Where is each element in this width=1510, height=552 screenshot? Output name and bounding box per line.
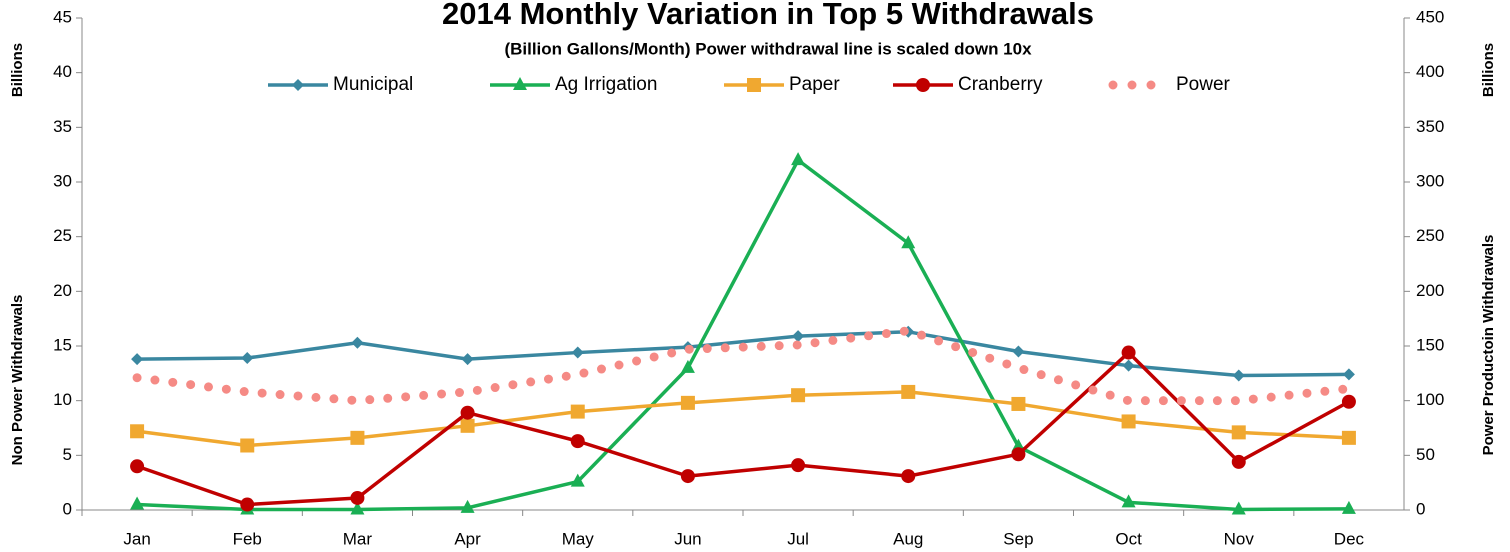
point (1341, 500, 1356, 514)
y-axis-label: Non Power Withdrawals (9, 295, 26, 466)
point (570, 404, 585, 419)
x-tick-label: Sep (1003, 529, 1033, 548)
point (240, 497, 255, 512)
point (570, 473, 585, 487)
y-tick-label: 45 (53, 7, 72, 26)
point (680, 469, 695, 484)
point (241, 352, 254, 365)
point (680, 395, 695, 410)
y-tick-label: 5 (63, 445, 72, 464)
legend-marker (747, 78, 761, 92)
y-tick-label: 20 (53, 281, 72, 300)
point (1121, 345, 1136, 360)
point (1231, 425, 1246, 440)
x-tick-label: Apr (454, 529, 481, 548)
point (240, 438, 255, 453)
point (460, 418, 475, 433)
x-tick-label: May (562, 529, 595, 548)
y2-tick-label: 250 (1416, 226, 1444, 245)
y2-tick-label: 50 (1416, 445, 1435, 464)
point (460, 499, 475, 513)
point (1231, 501, 1246, 515)
x-tick-label: Nov (1224, 529, 1255, 548)
x-tick-label: Jan (123, 529, 150, 548)
x-tick-label: Mar (343, 529, 373, 548)
y2-axis-label: Power Productoin Withdrawals (1480, 235, 1497, 456)
y-tick-label: 15 (53, 335, 72, 354)
legend-label: Municipal (333, 74, 413, 95)
dotted-line (132, 326, 1354, 406)
y2-tick-label: 400 (1416, 62, 1444, 81)
y2-tick-label: 450 (1416, 7, 1444, 26)
point (350, 430, 365, 445)
point (460, 405, 475, 420)
x-tick-label: Jun (674, 529, 701, 548)
point (130, 424, 145, 439)
y-tick-label: 30 (53, 171, 72, 190)
series-line (135, 390, 1351, 448)
y-axis-unit: Billions (9, 43, 26, 97)
legend-label: Paper (789, 74, 840, 95)
x-tick-label: Oct (1115, 529, 1142, 548)
y-tick-label: 10 (53, 390, 72, 409)
point (1121, 494, 1136, 508)
point (1121, 414, 1136, 429)
point (130, 459, 145, 474)
x-tick-label: Aug (893, 529, 923, 548)
point (1341, 394, 1356, 409)
point (1231, 454, 1246, 469)
chart-title: 2014 Monthly Variation in Top 5 Withdraw… (442, 0, 1094, 31)
x-tick-label: Feb (233, 529, 262, 548)
point (130, 496, 145, 510)
point (351, 336, 364, 349)
legend-label: Cranberry (958, 74, 1043, 95)
point (791, 458, 806, 473)
y2-tick-label: 100 (1416, 390, 1444, 409)
x-tick-label: Dec (1334, 529, 1365, 548)
point (1122, 359, 1135, 372)
point (350, 490, 365, 505)
y-tick-label: 0 (63, 499, 72, 518)
y2-tick-label: 200 (1416, 281, 1444, 300)
series-line (135, 350, 1351, 507)
point (570, 434, 585, 449)
point (901, 469, 916, 484)
point (1341, 430, 1356, 445)
legend-marker (916, 78, 930, 92)
point (1011, 396, 1026, 411)
point (901, 235, 916, 249)
point (680, 359, 695, 373)
point (1342, 368, 1355, 381)
y2-axis-unit: Billions (1480, 43, 1497, 97)
point (1012, 345, 1025, 358)
point (131, 353, 144, 366)
legend-label: Ag Irrigation (555, 74, 657, 95)
chart-subtitle: (Billion Gallons/Month) Power withdrawal… (504, 39, 1032, 58)
y-tick-label: 35 (53, 117, 72, 136)
point (571, 346, 584, 359)
y-tick-label: 25 (53, 226, 72, 245)
point (1011, 447, 1026, 462)
legend-label: Power (1176, 74, 1231, 95)
point (461, 353, 474, 366)
series-line (135, 330, 1351, 378)
y2-tick-label: 150 (1416, 335, 1444, 354)
point (350, 501, 365, 515)
series-line (135, 158, 1351, 512)
point (791, 388, 806, 403)
point (792, 330, 805, 343)
y2-tick-label: 350 (1416, 117, 1444, 136)
y2-tick-label: 0 (1416, 499, 1425, 518)
legend-marker (513, 77, 527, 90)
y2-tick-label: 300 (1416, 171, 1444, 190)
x-tick-label: Jul (787, 529, 809, 548)
legend-marker (292, 79, 304, 91)
point (791, 152, 806, 166)
point (1232, 369, 1245, 382)
y-tick-label: 40 (53, 62, 72, 81)
point (901, 384, 916, 399)
